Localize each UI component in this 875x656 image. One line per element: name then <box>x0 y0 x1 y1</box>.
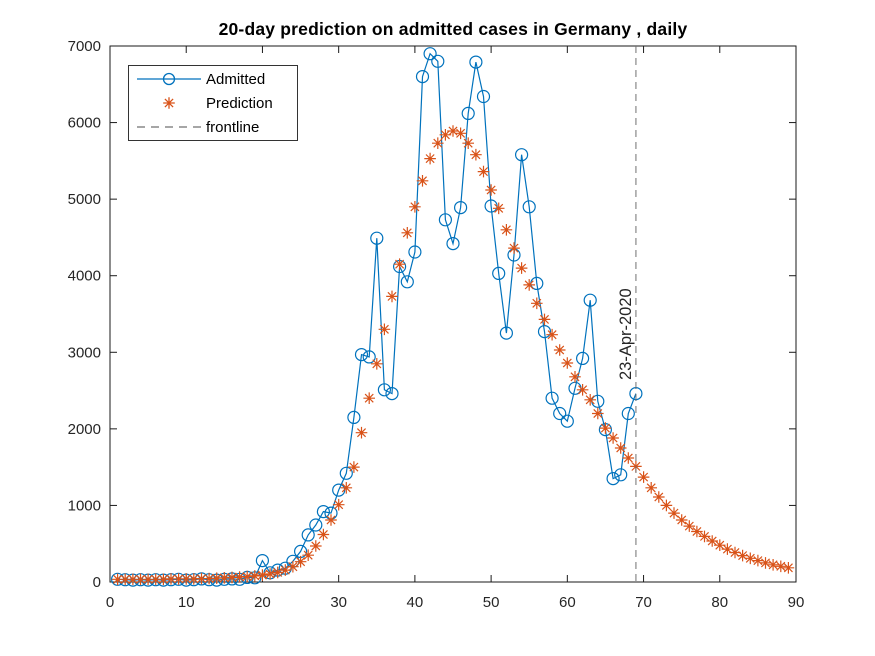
admitted-point <box>614 468 628 482</box>
y-tick-label: 1000 <box>68 497 101 514</box>
admitted-point <box>492 266 506 280</box>
y-tick-label: 2000 <box>68 421 101 438</box>
admitted-point <box>339 466 353 480</box>
frontline-label: 23-Apr-2020 <box>617 288 635 380</box>
admitted-point <box>316 505 330 519</box>
asterisk-icon <box>129 95 201 111</box>
admitted-point <box>514 148 529 162</box>
admitted-point <box>301 528 315 542</box>
admitted-point <box>370 231 384 245</box>
axes-box <box>109 45 797 583</box>
admitted-point <box>354 348 369 362</box>
x-tick-label: 70 <box>635 594 652 611</box>
admitted-point <box>385 387 399 401</box>
x-tick-label: 90 <box>788 594 805 611</box>
dashed-line-icon <box>129 119 201 135</box>
admitted-point <box>522 200 536 214</box>
prediction-markers <box>111 125 795 586</box>
y-tick-label: 7000 <box>68 38 101 55</box>
legend-item-admitted: Admitted <box>129 67 297 91</box>
y-tick-label: 4000 <box>68 268 101 285</box>
circle-line-icon <box>129 71 201 87</box>
x-tick-label: 10 <box>178 594 195 611</box>
chart-title: 20-day prediction on admitted cases in G… <box>218 19 688 39</box>
x-tick-label: 50 <box>483 594 500 611</box>
admitted-point <box>408 245 422 259</box>
legend-label-prediction: Prediction <box>206 94 273 112</box>
x-tick-label: 80 <box>711 594 728 611</box>
admitted-point <box>553 406 567 421</box>
admitted-point <box>476 89 491 104</box>
admitted-point <box>415 69 430 84</box>
admitted-point <box>469 55 483 69</box>
legend-item-prediction: Prediction <box>129 91 297 115</box>
admitted-point <box>431 54 445 68</box>
admitted-point <box>423 47 437 61</box>
legend-label-admitted: Admitted <box>206 70 266 88</box>
x-tick-label: 0 <box>106 594 114 611</box>
y-tick-label: 0 <box>93 574 101 591</box>
x-tick-label: 40 <box>407 594 424 611</box>
y-tick-label: 5000 <box>68 191 101 208</box>
admitted-point <box>255 553 269 568</box>
legend-item-frontline: frontline <box>129 115 297 139</box>
admitted-point <box>362 350 376 364</box>
admitted-point <box>400 275 414 289</box>
admitted-point <box>560 414 574 428</box>
x-tick-label: 60 <box>559 594 576 611</box>
admitted-point <box>347 410 361 424</box>
admitted-point <box>575 351 590 365</box>
admitted-point <box>606 472 620 486</box>
y-tick-label: 6000 <box>68 115 101 132</box>
admitted-point <box>537 325 552 339</box>
admitted-point <box>461 106 475 121</box>
admitted-point <box>545 391 559 405</box>
x-tick-label: 30 <box>330 594 347 611</box>
x-tick-label: 20 <box>254 594 271 611</box>
legend-label-frontline: frontline <box>206 118 260 136</box>
admitted-point <box>583 293 597 307</box>
admitted-point <box>377 383 391 397</box>
admitted-point <box>446 237 460 251</box>
admitted-point <box>309 518 323 532</box>
admitted-point <box>621 406 635 421</box>
legend[interactable]: Admitted Prediction frontline <box>128 65 298 141</box>
y-tick-label: 3000 <box>68 344 101 361</box>
admitted-point <box>438 213 452 227</box>
admitted-point <box>454 201 468 215</box>
admitted-point <box>499 326 513 340</box>
